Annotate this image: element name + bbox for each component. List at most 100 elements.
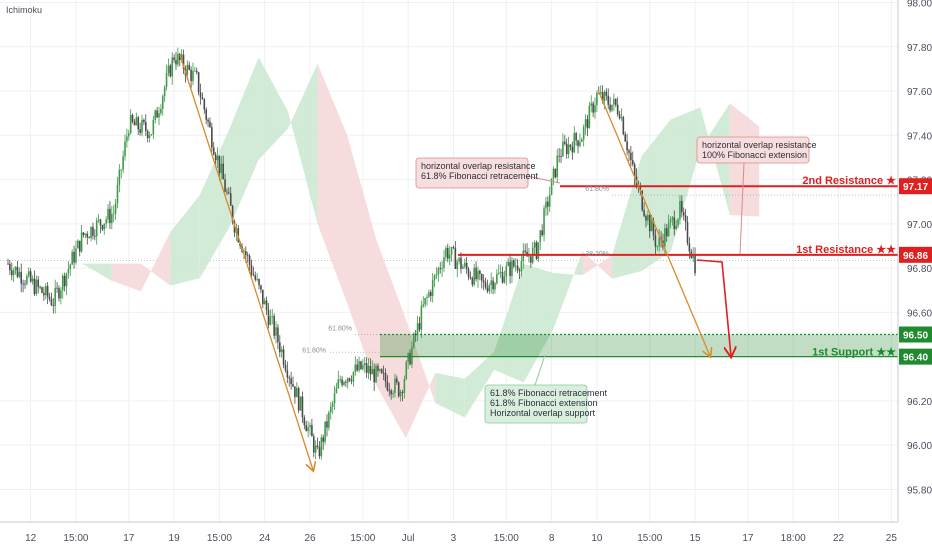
candle-body <box>44 285 47 296</box>
cloud-segment-bullish <box>229 57 259 228</box>
candle-body <box>292 383 294 387</box>
candle-body <box>294 386 296 398</box>
candle-body <box>156 110 158 118</box>
candle-body <box>465 262 468 270</box>
candle-body <box>54 287 56 306</box>
candle-body <box>56 287 58 289</box>
candle-body <box>254 275 257 280</box>
price-tags: 97.17 96.86 96.50 96.40 <box>899 178 932 365</box>
candle-body <box>647 215 649 221</box>
candle-body <box>409 353 411 365</box>
candle-body <box>290 378 292 384</box>
y-tick-label: 96.60 <box>907 308 932 319</box>
x-tick-label: 15:00 <box>637 533 662 544</box>
candle-body <box>497 272 500 274</box>
candle-body <box>437 268 440 275</box>
cloud-segment-bullish <box>670 107 701 252</box>
x-tick-label: 26 <box>304 533 316 544</box>
candle-body <box>73 251 75 263</box>
candle-body <box>452 247 455 249</box>
candle-body <box>503 276 506 283</box>
cloud-segment-bullish <box>435 372 465 418</box>
fib-arrow-1 <box>179 54 313 470</box>
candle-body <box>177 53 179 65</box>
price-tag <box>899 178 932 195</box>
y-tick-label: 97.80 <box>907 43 932 54</box>
candle-body <box>61 275 64 291</box>
candle-body <box>358 361 360 371</box>
cloud-segment-bearish <box>405 319 436 439</box>
y-tick-label: 96.80 <box>907 264 932 275</box>
candle-body <box>486 287 489 292</box>
y-tick-label: 97.00 <box>907 220 932 231</box>
candle-body <box>569 144 572 147</box>
candle-body <box>456 261 459 269</box>
candle-body <box>199 92 202 98</box>
candle-body <box>490 280 492 286</box>
candle-body <box>16 266 19 277</box>
candle-body <box>552 168 555 179</box>
candle-body <box>305 425 308 432</box>
y-tick-label: 98.00 <box>907 0 932 10</box>
candle-body <box>669 219 672 223</box>
candle-body <box>479 270 481 274</box>
candle-body <box>267 310 270 325</box>
candle-body <box>328 412 330 428</box>
candle-body <box>311 425 313 437</box>
candle-body <box>386 381 389 391</box>
candle-body <box>24 283 26 285</box>
candle-body <box>565 143 568 155</box>
fib-label: 61.80% <box>302 347 326 354</box>
candle-body <box>243 250 245 252</box>
candle-body <box>582 126 585 140</box>
annotation-line: 61.8% Fibonacci extension <box>490 398 598 408</box>
candle-body <box>626 141 628 151</box>
candle-body <box>416 323 419 336</box>
candle-body <box>692 254 694 259</box>
candle-body <box>333 393 336 404</box>
candle-body <box>316 445 319 447</box>
candle-body <box>362 364 364 369</box>
candle-body <box>282 349 285 365</box>
x-tick-label: 15:00 <box>63 533 88 544</box>
candle-body <box>596 92 598 106</box>
candle-body <box>679 200 681 220</box>
y-tick-label: 97.40 <box>907 131 932 142</box>
candle-body <box>681 200 683 213</box>
candle-body <box>501 271 504 283</box>
candle-body <box>581 139 583 142</box>
candle-body <box>339 379 341 381</box>
candle-body <box>475 267 477 280</box>
candle-body <box>152 119 155 135</box>
candle-body <box>611 104 613 111</box>
candle-body <box>454 248 457 269</box>
candle-body <box>154 110 157 120</box>
x-tick-label: 18:00 <box>781 533 806 544</box>
candle-body <box>160 108 162 114</box>
candle-body <box>141 119 143 133</box>
fib-label: 61.80% <box>585 186 609 193</box>
candle-body <box>112 213 115 215</box>
x-tick-label: 8 <box>549 533 555 544</box>
candle-body <box>78 240 81 252</box>
candle-body <box>250 265 253 275</box>
annotation-leader <box>526 175 561 184</box>
candle-body <box>284 364 287 371</box>
candle-body <box>477 270 479 280</box>
x-tick-label: 15:00 <box>350 533 375 544</box>
candle-body <box>150 134 153 136</box>
candle-body <box>307 427 309 432</box>
candle-body <box>463 262 466 267</box>
candle-body <box>507 261 509 266</box>
cloud-segment-bearish <box>582 251 612 279</box>
candle-body <box>556 155 559 178</box>
candle-body <box>388 390 391 391</box>
candle-body <box>252 274 255 276</box>
candle-body <box>309 425 311 428</box>
candle-body <box>601 92 604 102</box>
candle-body <box>288 377 291 379</box>
candle-body <box>80 232 83 252</box>
candle-body <box>554 168 557 178</box>
annotation-line: horizontal overlap resistance <box>702 140 817 150</box>
